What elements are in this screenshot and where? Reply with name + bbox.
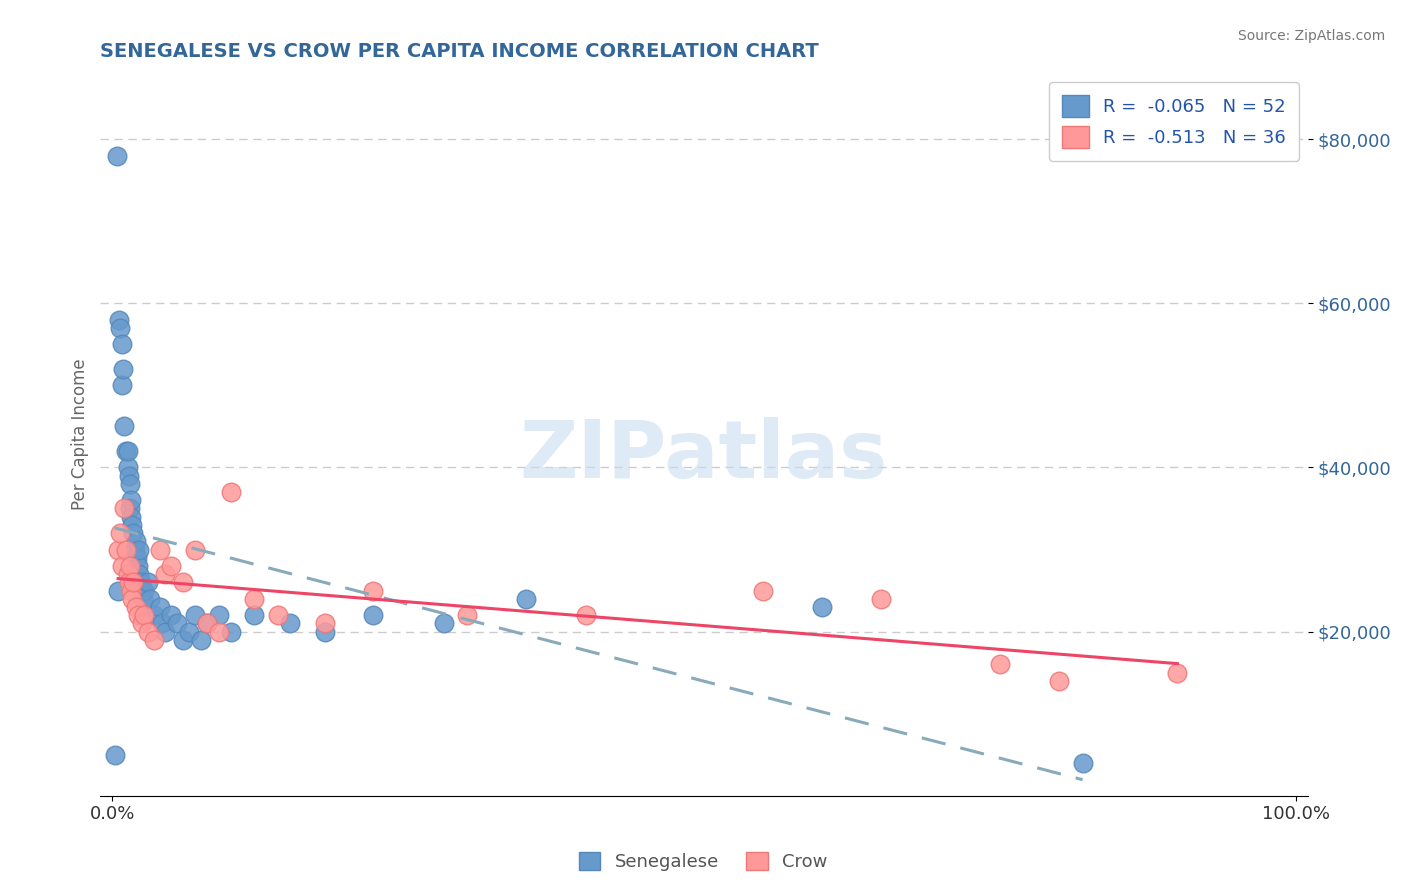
Legend: R =  -0.065   N = 52, R =  -0.513   N = 36: R = -0.065 N = 52, R = -0.513 N = 36 bbox=[1049, 82, 1299, 161]
Point bbox=[117, 444, 139, 458]
Point bbox=[118, 558, 141, 573]
Point bbox=[125, 599, 148, 614]
Point bbox=[125, 534, 148, 549]
Point bbox=[1166, 665, 1188, 680]
Point bbox=[117, 460, 139, 475]
Point bbox=[432, 616, 454, 631]
Point bbox=[172, 575, 194, 590]
Point bbox=[456, 608, 478, 623]
Point bbox=[870, 591, 893, 606]
Point bbox=[184, 608, 207, 623]
Point bbox=[127, 608, 149, 623]
Point bbox=[219, 624, 242, 639]
Point bbox=[136, 575, 159, 590]
Point bbox=[1047, 673, 1070, 688]
Point bbox=[128, 567, 150, 582]
Point bbox=[103, 747, 125, 762]
Point bbox=[120, 509, 142, 524]
Point bbox=[118, 575, 141, 590]
Point bbox=[115, 542, 138, 557]
Point bbox=[105, 148, 128, 162]
Point bbox=[574, 608, 596, 623]
Point bbox=[208, 608, 231, 623]
Point bbox=[172, 632, 194, 647]
Point bbox=[120, 493, 142, 508]
Point bbox=[131, 583, 153, 598]
Point bbox=[811, 599, 834, 614]
Point bbox=[139, 591, 162, 606]
Point bbox=[111, 337, 134, 351]
Point bbox=[155, 624, 177, 639]
Point bbox=[160, 608, 183, 623]
Point bbox=[120, 583, 142, 598]
Point bbox=[988, 657, 1011, 672]
Point bbox=[107, 542, 129, 557]
Point bbox=[278, 616, 301, 631]
Point bbox=[136, 624, 159, 639]
Point bbox=[190, 632, 212, 647]
Point bbox=[243, 591, 266, 606]
Point bbox=[179, 624, 201, 639]
Legend: Senegalese, Crow: Senegalese, Crow bbox=[571, 845, 835, 879]
Point bbox=[148, 542, 170, 557]
Point bbox=[148, 599, 170, 614]
Point bbox=[124, 542, 146, 557]
Point bbox=[111, 378, 134, 392]
Point bbox=[118, 501, 141, 516]
Point bbox=[108, 312, 131, 326]
Point bbox=[134, 608, 156, 623]
Point bbox=[117, 567, 139, 582]
Point bbox=[166, 616, 188, 631]
Point bbox=[128, 542, 150, 557]
Point bbox=[131, 616, 153, 631]
Point bbox=[1071, 756, 1094, 770]
Point bbox=[118, 468, 141, 483]
Point bbox=[267, 608, 290, 623]
Point bbox=[112, 419, 135, 434]
Point bbox=[219, 485, 242, 500]
Point bbox=[127, 558, 149, 573]
Point bbox=[121, 591, 143, 606]
Point bbox=[111, 362, 134, 376]
Point bbox=[110, 526, 132, 541]
Text: ZIPatlas: ZIPatlas bbox=[520, 417, 889, 495]
Point bbox=[125, 550, 148, 565]
Point bbox=[107, 583, 129, 598]
Point bbox=[184, 542, 207, 557]
Point bbox=[115, 444, 138, 458]
Point bbox=[155, 567, 177, 582]
Point bbox=[515, 591, 537, 606]
Text: SENEGALESE VS CROW PER CAPITA INCOME CORRELATION CHART: SENEGALESE VS CROW PER CAPITA INCOME COR… bbox=[100, 42, 820, 61]
Point bbox=[122, 526, 145, 541]
Point bbox=[129, 575, 152, 590]
Point bbox=[195, 616, 218, 631]
Point bbox=[314, 616, 336, 631]
Point bbox=[243, 608, 266, 623]
Point bbox=[112, 501, 135, 516]
Point bbox=[314, 624, 336, 639]
Point bbox=[110, 321, 132, 335]
Y-axis label: Per Capita Income: Per Capita Income bbox=[72, 359, 89, 510]
Point bbox=[111, 558, 134, 573]
Point bbox=[150, 616, 173, 631]
Point bbox=[752, 583, 775, 598]
Point bbox=[195, 616, 218, 631]
Point bbox=[132, 591, 155, 606]
Point bbox=[121, 517, 143, 532]
Point bbox=[361, 608, 384, 623]
Point bbox=[208, 624, 231, 639]
Point bbox=[122, 575, 145, 590]
Point bbox=[160, 558, 183, 573]
Point bbox=[142, 632, 165, 647]
Point bbox=[361, 583, 384, 598]
Text: Source: ZipAtlas.com: Source: ZipAtlas.com bbox=[1237, 29, 1385, 43]
Point bbox=[134, 583, 156, 598]
Point bbox=[142, 608, 165, 623]
Point bbox=[118, 476, 141, 491]
